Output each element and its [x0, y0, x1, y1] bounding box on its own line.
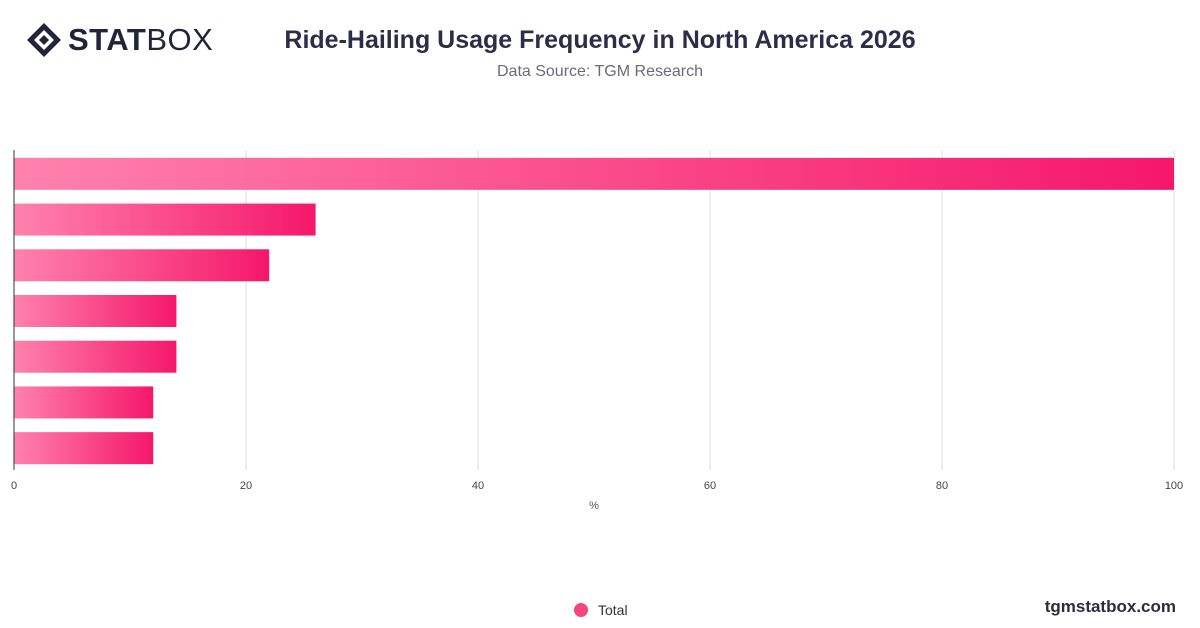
legend[interactable]: Total — [574, 602, 628, 618]
x-tick-label: 60 — [704, 480, 716, 492]
x-tick-label: 100 — [1165, 480, 1183, 492]
bar[interactable] — [14, 340, 177, 373]
bars — [14, 157, 1174, 465]
bar[interactable] — [14, 249, 270, 282]
bar[interactable] — [14, 203, 316, 236]
site-url: tgmstatbox.com — [1044, 597, 1176, 616]
bar[interactable] — [14, 295, 177, 327]
x-tick-labels: 0 20 40 60 80 100 — [11, 480, 1183, 492]
x-tick-label: 0 — [11, 480, 17, 492]
chart-subtitle: Data Source: TGM Research — [496, 63, 703, 80]
legend-label-total: Total — [598, 602, 628, 618]
bar[interactable] — [14, 432, 154, 465]
statbox-logo: STATBOX — [26, 22, 213, 58]
x-tick-label: 40 — [472, 480, 484, 492]
legend-marker — [574, 603, 588, 617]
grid-lines — [245, 150, 1175, 470]
x-axis-label: % — [589, 500, 599, 512]
logo-wordmark-light: BOX — [146, 22, 214, 57]
bar[interactable] — [14, 386, 154, 419]
bar[interactable] — [14, 157, 1174, 190]
x-tick-label: 80 — [936, 480, 948, 492]
logo-wordmark-bold: STAT — [68, 22, 147, 57]
chart-title: Ride-Hailing Usage Frequency in North Am… — [284, 26, 916, 54]
statbox-diamond-icon — [27, 23, 61, 57]
x-tick-label: 20 — [240, 480, 252, 492]
logo-wordmark: STATBOX — [68, 22, 213, 58]
